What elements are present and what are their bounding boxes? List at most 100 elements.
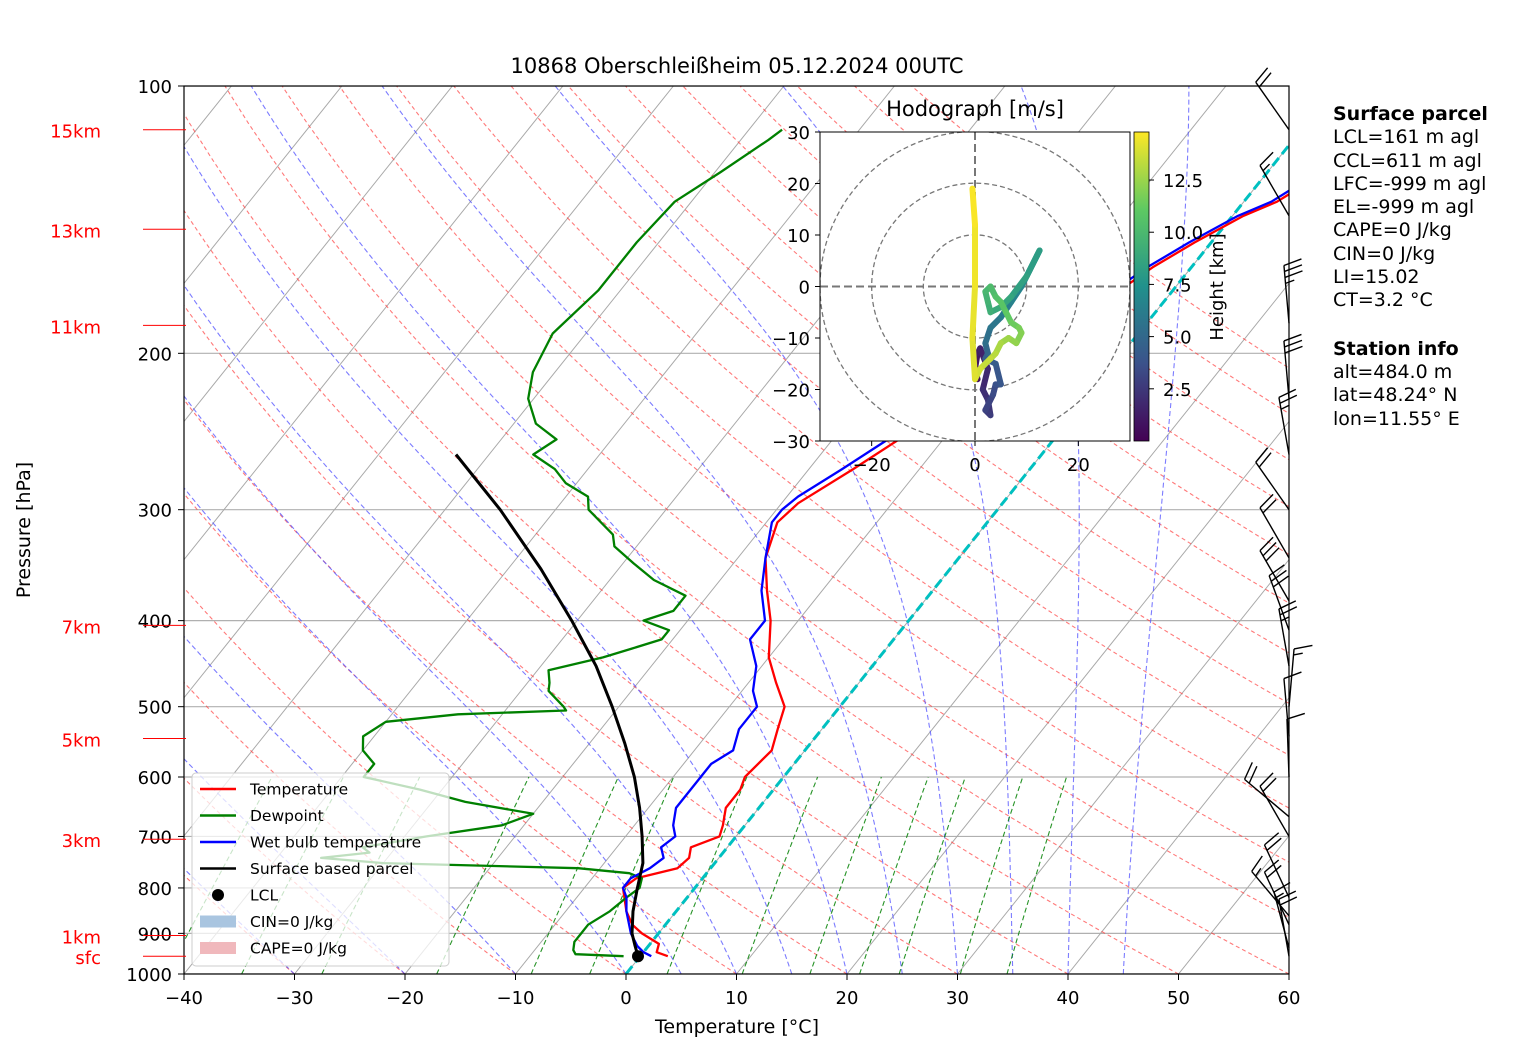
y-tick-label: 100 (138, 77, 172, 98)
x-tick-label: −30 (276, 988, 314, 1009)
series-surface-based-parcel (454, 453, 645, 957)
x-tick-label: 40 (1057, 988, 1080, 1009)
info-panel: Surface parcel LCL=161 m agl CCL=611 m a… (1333, 103, 1488, 431)
wind-barb (1283, 333, 1303, 399)
wind-barb (1286, 712, 1306, 778)
dry-adiabat (739, 86, 1289, 508)
lcl-marker (631, 950, 644, 963)
wind-barb (1283, 671, 1302, 737)
colorbar-tick-label: 2.5 (1163, 380, 1192, 401)
isotherm-line (184, 86, 453, 423)
height-marker-label: 5km (62, 731, 101, 752)
hodograph-x-tick-label: 0 (969, 455, 980, 476)
height-marker-label: 15km (50, 122, 101, 143)
hodograph-segment (992, 360, 1004, 388)
height-marker-label: 11km (50, 317, 101, 338)
info-ct: CT=3.2 °C (1333, 289, 1433, 312)
legend-label: CIN=0 J/kg (250, 913, 333, 931)
dry-adiabat (184, 112, 1179, 974)
isotherm-line (184, 86, 674, 699)
wind-barb (1288, 644, 1313, 707)
wind-barb (1278, 388, 1298, 455)
hodograph-segment (969, 335, 978, 383)
mixing-ratio-line (589, 776, 675, 974)
mixing-ratio-line (666, 776, 748, 974)
info-cape: CAPE=0 J/kg (1333, 219, 1452, 242)
isotherm-line (184, 86, 343, 285)
info-li: LI=15.02 (1333, 266, 1420, 289)
mixing-ratio-line (859, 776, 929, 974)
y-tick-label: 500 (138, 698, 172, 719)
wind-barb (1263, 832, 1290, 898)
isotherm-line (736, 282, 1289, 974)
x-tick-label: 60 (1278, 988, 1301, 1009)
dry-adiabat (281, 86, 1289, 918)
hodograph-y-tick-label: 0 (799, 278, 810, 299)
hodograph-y-tick-label: −10 (772, 329, 810, 350)
hodograph-axes: −20 0 20 30 20 10 0 −10 −20 −30 (772, 123, 1090, 476)
moist-adiabat (381, 86, 903, 974)
mixing-ratio-line (959, 776, 1024, 974)
info-alt: alt=484.0 m (1333, 360, 1453, 383)
info-lfc: LFC=-999 m agl (1333, 172, 1487, 195)
info-lon: lon=11.55° E (1333, 407, 1460, 430)
y-tick-label: 600 (138, 768, 172, 789)
hodograph-segment (969, 185, 978, 228)
mixing-ratio-line (436, 776, 530, 974)
legend-label: Dewpoint (250, 807, 324, 825)
mixing-ratio-line (741, 776, 819, 974)
legend: Temperature Dewpoint Wet bulb temperature S… (191, 772, 450, 967)
isotherm-line (846, 420, 1289, 974)
height-marker-label: 13km (50, 221, 101, 242)
hodograph-plot (820, 132, 1130, 441)
legend-label: Temperature (249, 781, 348, 799)
x-tick-label: −40 (165, 988, 203, 1009)
hodograph-segment (1023, 247, 1043, 280)
mixing-ratio-line (530, 776, 619, 974)
legend-swatch (200, 942, 236, 954)
y-axis-label: Pressure [hPa] (13, 462, 35, 598)
series-dewpoint (319, 128, 783, 958)
wind-barb (1283, 258, 1303, 324)
wind-barb (1251, 855, 1290, 917)
axes: −40 −30 −20 −10 0 10 20 30 40 50 60100200300400500… (50, 77, 1300, 1009)
moist-adiabat (184, 284, 737, 974)
wind-barb (1259, 493, 1290, 559)
wind-barb (1255, 447, 1290, 511)
colorbar-tick-label: 10.0 (1163, 223, 1203, 244)
height-marker-label: sfc (75, 948, 101, 969)
wind-barb (1255, 67, 1290, 131)
dry-adiabat (453, 86, 1289, 756)
hodograph-y-tick-label: −20 (772, 381, 810, 402)
info-ccl: CCL=611 m agl (1333, 149, 1482, 172)
mixing-ratio-line (898, 776, 966, 974)
colorbar-ticks: 2.5 5.0 7.5 10.0 12.5 (1149, 171, 1203, 401)
hodograph-title: Hodograph [m/s] (886, 97, 1064, 121)
surface-parcel-title: Surface parcel (1333, 103, 1488, 125)
isotherm-line (184, 86, 564, 561)
hodograph-y-tick-label: 20 (787, 175, 810, 196)
series-wet-bulb-temperature (621, 189, 1289, 958)
moist-adiabat (1122, 86, 1190, 974)
hodograph-inset: Hodograph [m/s] −20 0 20 30 20 10 0 −10 −20 −30 2… (772, 97, 1228, 476)
wind-barb (1259, 772, 1290, 837)
y-tick-label: 800 (138, 879, 172, 900)
dry-adiabat (184, 398, 848, 974)
hodograph-y-tick-label: 10 (787, 226, 810, 247)
reference-lines (184, 86, 1289, 974)
x-tick-label: 10 (725, 988, 748, 1009)
colorbar-tick-label: 7.5 (1163, 275, 1192, 296)
y-tick-label: 400 (138, 612, 172, 633)
wind-barb (1278, 600, 1298, 667)
height-marker-label: 1km (62, 928, 101, 949)
wind-barb (1259, 151, 1290, 217)
station-info-title: Station info (1333, 337, 1459, 360)
wind-barbs (1243, 67, 1313, 957)
moist-adiabat (250, 86, 848, 974)
colorbar-tick-label: 5.0 (1163, 328, 1192, 349)
zero-degree-isotherm (624, 142, 1289, 974)
height-marker-label: 3km (62, 831, 101, 852)
dry-adiabat (184, 304, 958, 974)
legend-swatch (200, 915, 236, 928)
dry-adiabat (338, 86, 1289, 863)
